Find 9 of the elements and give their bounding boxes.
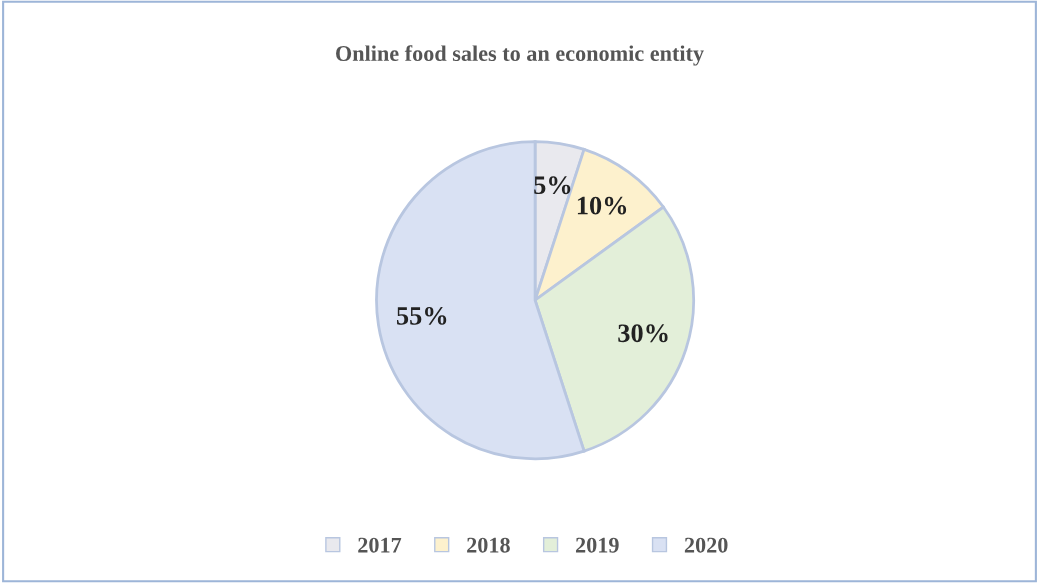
data-label: 10% <box>577 196 627 215</box>
chart-title: Online food sales to an economic entity <box>336 45 704 66</box>
legend-label: 2017 <box>358 537 402 553</box>
legend-label: 2020 <box>684 537 728 553</box>
legend-label: 2018 <box>467 537 510 553</box>
data-label: 30% <box>618 324 668 343</box>
data-label: 5% <box>534 176 571 195</box>
data-label: 55% <box>396 306 447 325</box>
legend-label: 2019 <box>575 537 619 553</box>
